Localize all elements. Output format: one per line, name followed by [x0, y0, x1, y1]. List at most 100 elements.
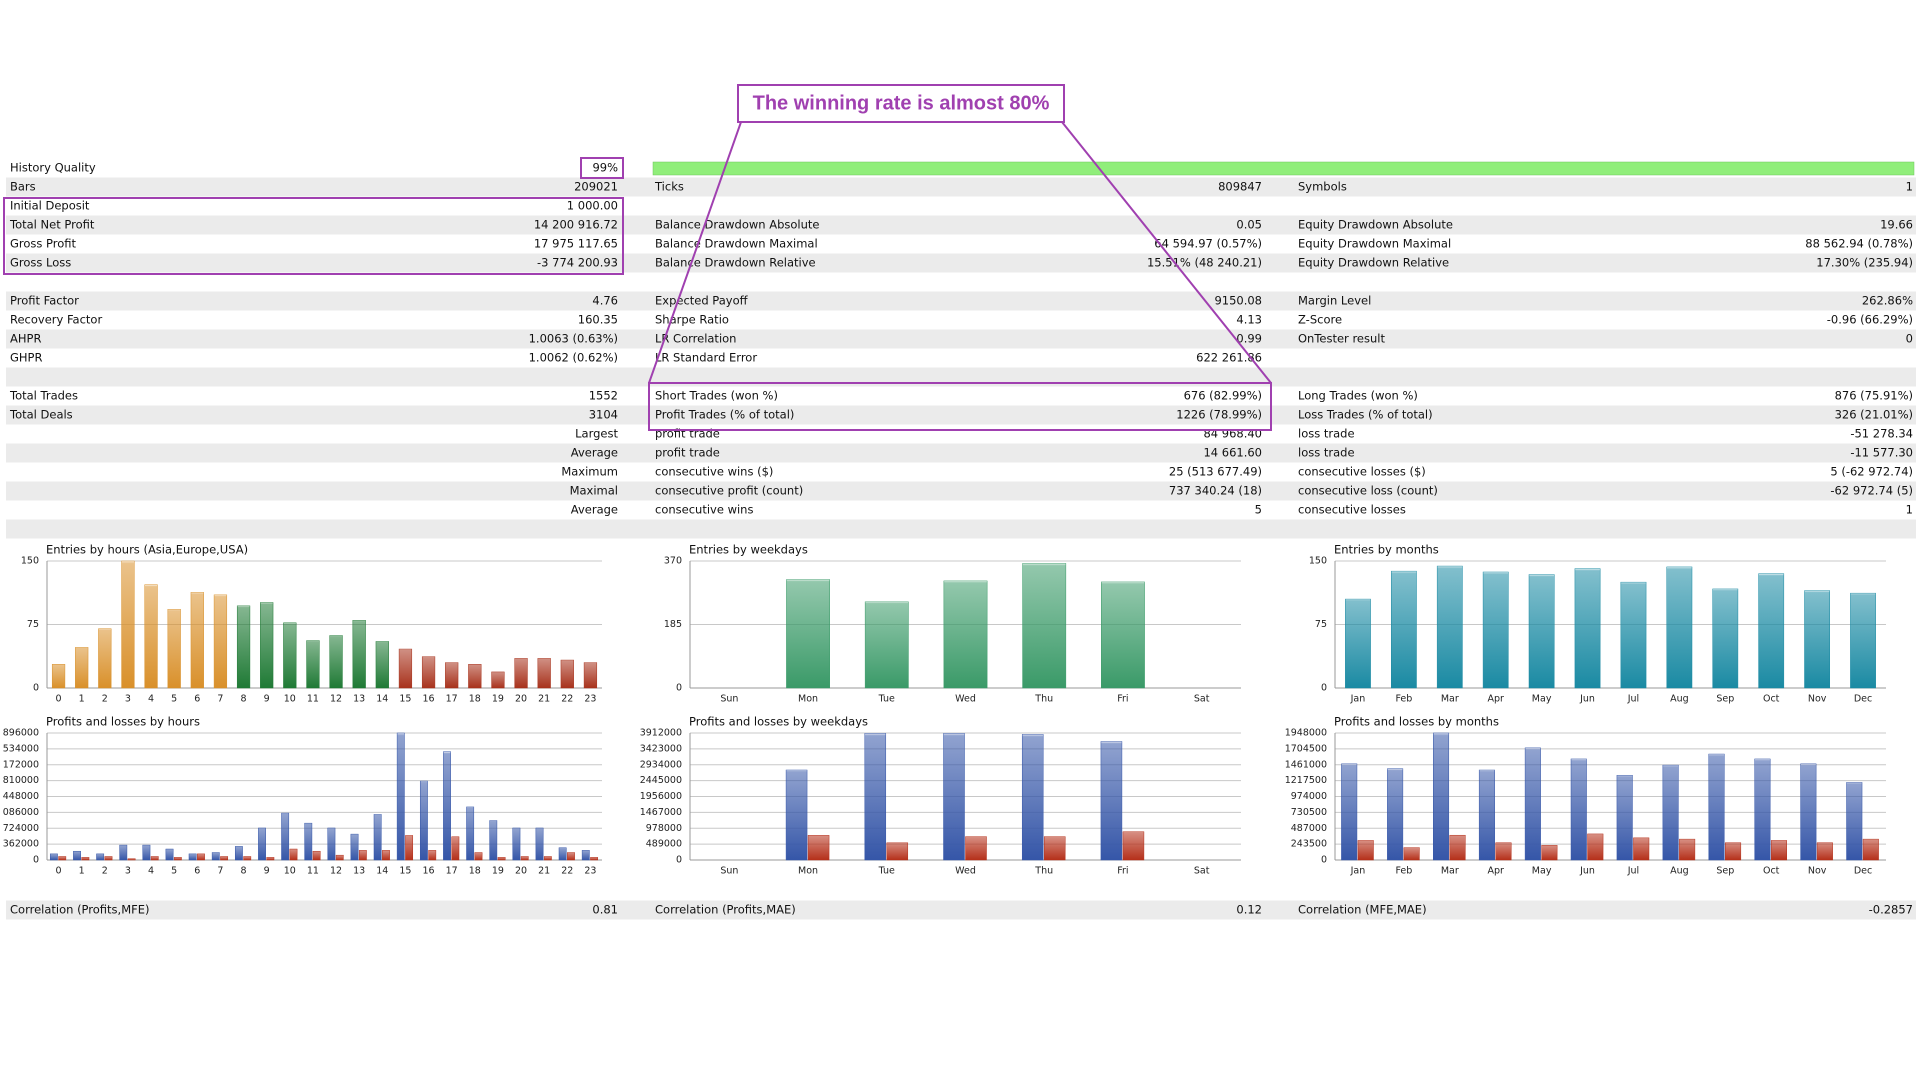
y-tick-label: 0 — [676, 683, 682, 694]
x-tick-label: 18 — [469, 694, 481, 705]
row-label: Balance Drawdown Absolute — [655, 218, 820, 232]
x-tick-label: 17 — [446, 694, 458, 705]
x-tick-label: 2 — [102, 866, 108, 877]
bar — [167, 609, 181, 689]
x-tick-label: 9 — [264, 866, 270, 877]
bar — [1662, 764, 1679, 861]
row-label: Balance Drawdown Maximal — [655, 237, 818, 251]
row-background — [6, 367, 1916, 387]
x-tick-label: Feb — [1395, 866, 1412, 877]
x-tick-label: 1 — [79, 866, 85, 877]
row-value: -0.2857 — [1869, 903, 1913, 917]
x-tick-label: 0 — [56, 866, 62, 877]
row-label: Symbols — [1298, 180, 1347, 194]
row-value: 4.13 — [1236, 313, 1262, 327]
x-tick-label: 23 — [584, 694, 596, 705]
bar — [1850, 592, 1876, 689]
y-tick-label: 1461000 — [1285, 759, 1327, 770]
row-value: 4.76 — [592, 294, 618, 308]
row-value: -0.96 (66.29%) — [1827, 313, 1913, 327]
x-tick-label: 7 — [217, 694, 223, 705]
row-background — [6, 481, 1916, 501]
x-tick-label: Wed — [955, 866, 976, 877]
row-value: 5 — [1255, 503, 1262, 517]
row-value: 0.81 — [592, 903, 618, 917]
row-value: Largest — [575, 427, 618, 441]
bar — [104, 856, 113, 861]
x-tick-label: Dec — [1854, 866, 1872, 877]
bar — [211, 852, 220, 861]
row-background — [6, 329, 1916, 349]
row-value: 1552 — [589, 389, 618, 403]
y-tick-label: 448000 — [3, 791, 39, 802]
x-tick-label: Aug — [1670, 694, 1689, 705]
x-tick-label: 0 — [56, 694, 62, 705]
row-label: consecutive loss (count) — [1298, 484, 1438, 498]
x-tick-label: Feb — [1395, 694, 1412, 705]
bar — [1666, 566, 1693, 689]
bar — [51, 664, 66, 689]
x-tick-label: Oct — [1763, 694, 1780, 705]
bar — [497, 857, 506, 861]
y-tick-label: 1217500 — [1285, 775, 1327, 786]
bar — [421, 656, 436, 689]
y-tick-label: 150 — [1309, 556, 1327, 567]
y-tick-label: 487000 — [1291, 823, 1327, 834]
bar — [1345, 598, 1371, 689]
bar — [543, 856, 552, 861]
y-tick-label: 086000 — [3, 807, 39, 818]
row-value: 5 (-62 972.74) — [1830, 465, 1913, 479]
x-tick-label: Wed — [955, 694, 976, 705]
row-value: 209021 — [574, 180, 618, 194]
bar — [785, 769, 808, 861]
row-label: Gross Profit — [10, 237, 77, 251]
bar — [1433, 732, 1450, 861]
row-label: profit trade — [655, 446, 720, 460]
bar — [75, 647, 89, 689]
row-label: consecutive wins — [655, 503, 753, 517]
x-tick-label: Mar — [1441, 694, 1459, 705]
bar — [327, 827, 336, 861]
bar — [1528, 574, 1555, 689]
x-tick-label: Oct — [1763, 866, 1780, 877]
bar — [73, 850, 81, 861]
row-label: loss trade — [1298, 446, 1355, 460]
x-tick-label: Thu — [1034, 694, 1053, 705]
x-tick-label: Tue — [878, 866, 895, 877]
chart-title: Profits and losses by hours — [46, 715, 200, 729]
y-tick-label: 1956000 — [640, 791, 682, 802]
row-label: Correlation (MFE,MAE) — [1298, 903, 1427, 917]
chart-title: Entries by hours (Asia,Europe,USA) — [46, 543, 248, 557]
x-tick-label: 14 — [376, 694, 388, 705]
bar — [98, 628, 112, 689]
chart-title: Entries by weekdays — [689, 543, 808, 557]
bar — [1387, 768, 1404, 861]
bar — [1021, 734, 1044, 861]
row-value: -51 278.34 — [1850, 427, 1913, 441]
bar — [234, 846, 243, 861]
x-tick-label: 10 — [284, 694, 296, 705]
row-value: Average — [571, 503, 618, 517]
y-tick-label: 2934000 — [640, 759, 682, 770]
row-label: Correlation (Profits,MFE) — [10, 903, 150, 917]
row-label: Gross Loss — [10, 256, 71, 270]
x-tick-label: Sep — [1716, 866, 1734, 877]
bar — [266, 857, 275, 861]
bar — [466, 806, 475, 861]
row-value: 809847 — [1218, 180, 1262, 194]
bar — [220, 856, 229, 861]
bar — [1804, 590, 1831, 689]
bar — [165, 848, 174, 861]
history-quality-bar — [652, 161, 1915, 176]
row-background — [6, 519, 1916, 539]
x-tick-label: Jul — [1627, 866, 1639, 877]
bar — [489, 820, 498, 861]
x-tick-label: 16 — [423, 866, 435, 877]
x-tick-label: Jun — [1579, 866, 1595, 877]
x-tick-label: 8 — [241, 866, 247, 877]
x-tick-label: 13 — [353, 694, 365, 705]
x-tick-label: Fri — [1117, 694, 1128, 705]
row-background — [6, 215, 1916, 235]
x-tick-label: 6 — [194, 694, 200, 705]
